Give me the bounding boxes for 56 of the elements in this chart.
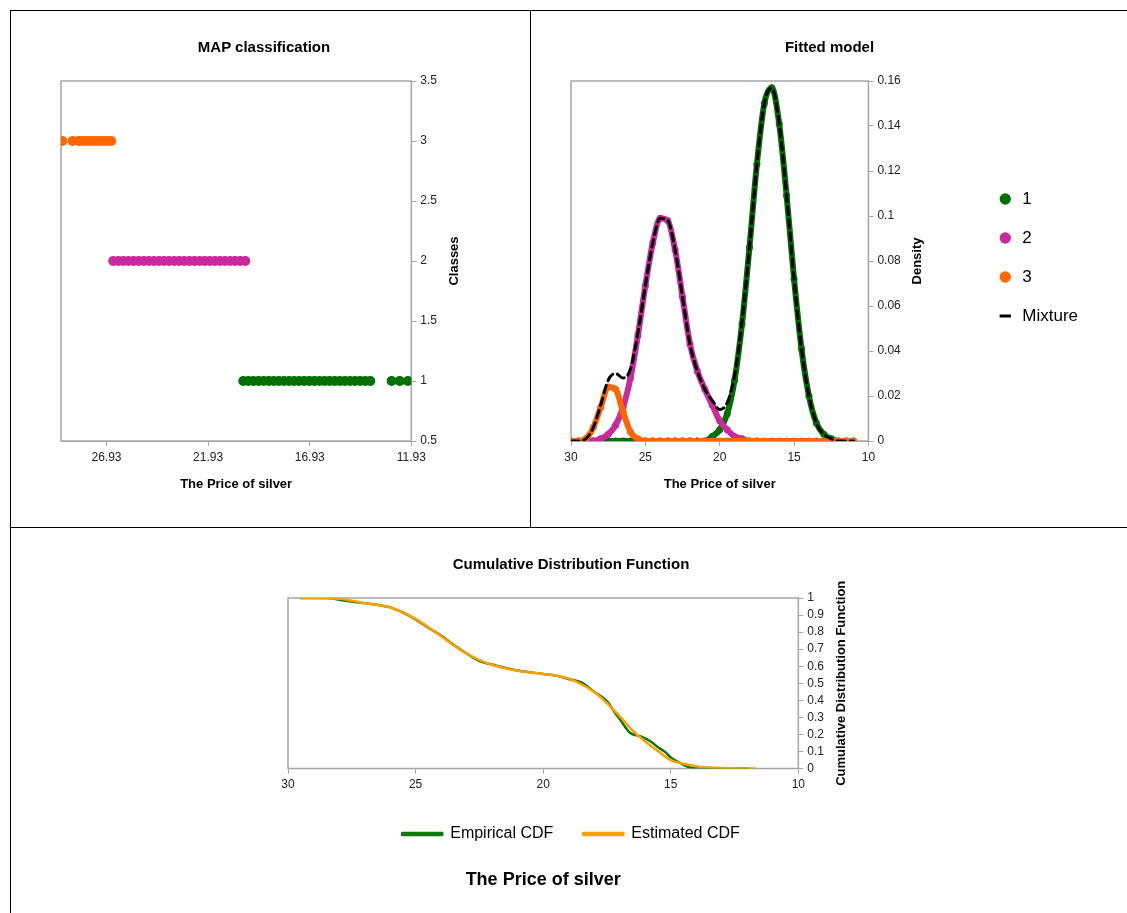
- x-tick-label: 16.93: [294, 449, 326, 464]
- y-tick-label: 0.16: [877, 73, 902, 88]
- y-tick-label: 0.4: [807, 692, 825, 707]
- y-tick-label: 2: [420, 253, 428, 268]
- chart-title: MAP classification: [197, 38, 331, 56]
- y-axis-title: Cumulative Distribution Function: [832, 580, 848, 786]
- y-tick-label: 0.9: [807, 607, 825, 622]
- x-tick-label: 21.93: [193, 449, 224, 464]
- legend-label: Mixture: [1022, 305, 1078, 325]
- x-tick-label: 11.93: [396, 449, 427, 464]
- y-tick-label: 1: [807, 590, 815, 605]
- legend-label: Estimated CDF: [631, 824, 741, 842]
- y-tick-label: 0.1: [877, 208, 895, 223]
- y-tick-label: 0.8: [807, 624, 825, 639]
- y-tick-label: 0.12: [877, 163, 902, 178]
- y-tick-label: 0.08: [877, 253, 902, 268]
- legend-label: Empirical CDF: [450, 824, 554, 842]
- y-axis-title: Density: [909, 236, 925, 285]
- y-tick-label: 3: [420, 133, 428, 148]
- x-tick-label: 20: [536, 777, 551, 792]
- y-tick-label: 0.7: [807, 641, 825, 656]
- y-tick-label: 0.5: [420, 433, 438, 448]
- y-tick-label: 0.1: [807, 743, 825, 758]
- y-tick-label: 0.5: [807, 675, 825, 690]
- y-tick-label: 3.5: [420, 73, 438, 88]
- y-tick-label: 0: [807, 760, 815, 775]
- x-tick-label: 10: [791, 777, 806, 792]
- x-tick-label: 15: [664, 777, 678, 792]
- x-tick-label: 30: [281, 777, 295, 792]
- y-tick-label: 0.06: [877, 298, 902, 313]
- chart-title: Fitted model: [784, 38, 875, 56]
- y-tick-label: 0.3: [807, 709, 825, 724]
- legend-label: 2: [1022, 227, 1032, 247]
- y-axis-title: Classes: [445, 236, 461, 286]
- legend-label: 3: [1022, 266, 1032, 286]
- chart-title: Cumulative Distribution Function: [452, 555, 690, 573]
- x-tick-label: 30: [564, 449, 578, 464]
- legend-label: 1: [1022, 188, 1032, 208]
- y-tick-label: 1.5: [420, 313, 438, 328]
- x-axis-title: The Price of silver: [180, 475, 293, 491]
- x-tick-label: 20: [713, 449, 727, 464]
- x-tick-label: 25: [638, 449, 653, 464]
- x-tick-label: 26.93: [91, 449, 122, 464]
- y-tick-label: 0.14: [877, 118, 902, 133]
- x-tick-label: 15: [787, 449, 802, 464]
- x-axis-title: The Price of silver: [663, 475, 776, 491]
- y-tick-label: 0.04: [877, 343, 902, 358]
- y-tick-label: 1: [420, 373, 428, 388]
- x-axis-title: The Price of silver: [465, 868, 621, 889]
- y-tick-label: 0.2: [807, 726, 825, 741]
- y-tick-label: 0.02: [877, 388, 902, 403]
- y-tick-label: 2.5: [420, 193, 438, 208]
- y-tick-label: 0: [877, 433, 885, 448]
- x-tick-label: 10: [861, 449, 876, 464]
- x-tick-label: 25: [408, 777, 423, 792]
- y-tick-label: 0.6: [807, 658, 825, 673]
